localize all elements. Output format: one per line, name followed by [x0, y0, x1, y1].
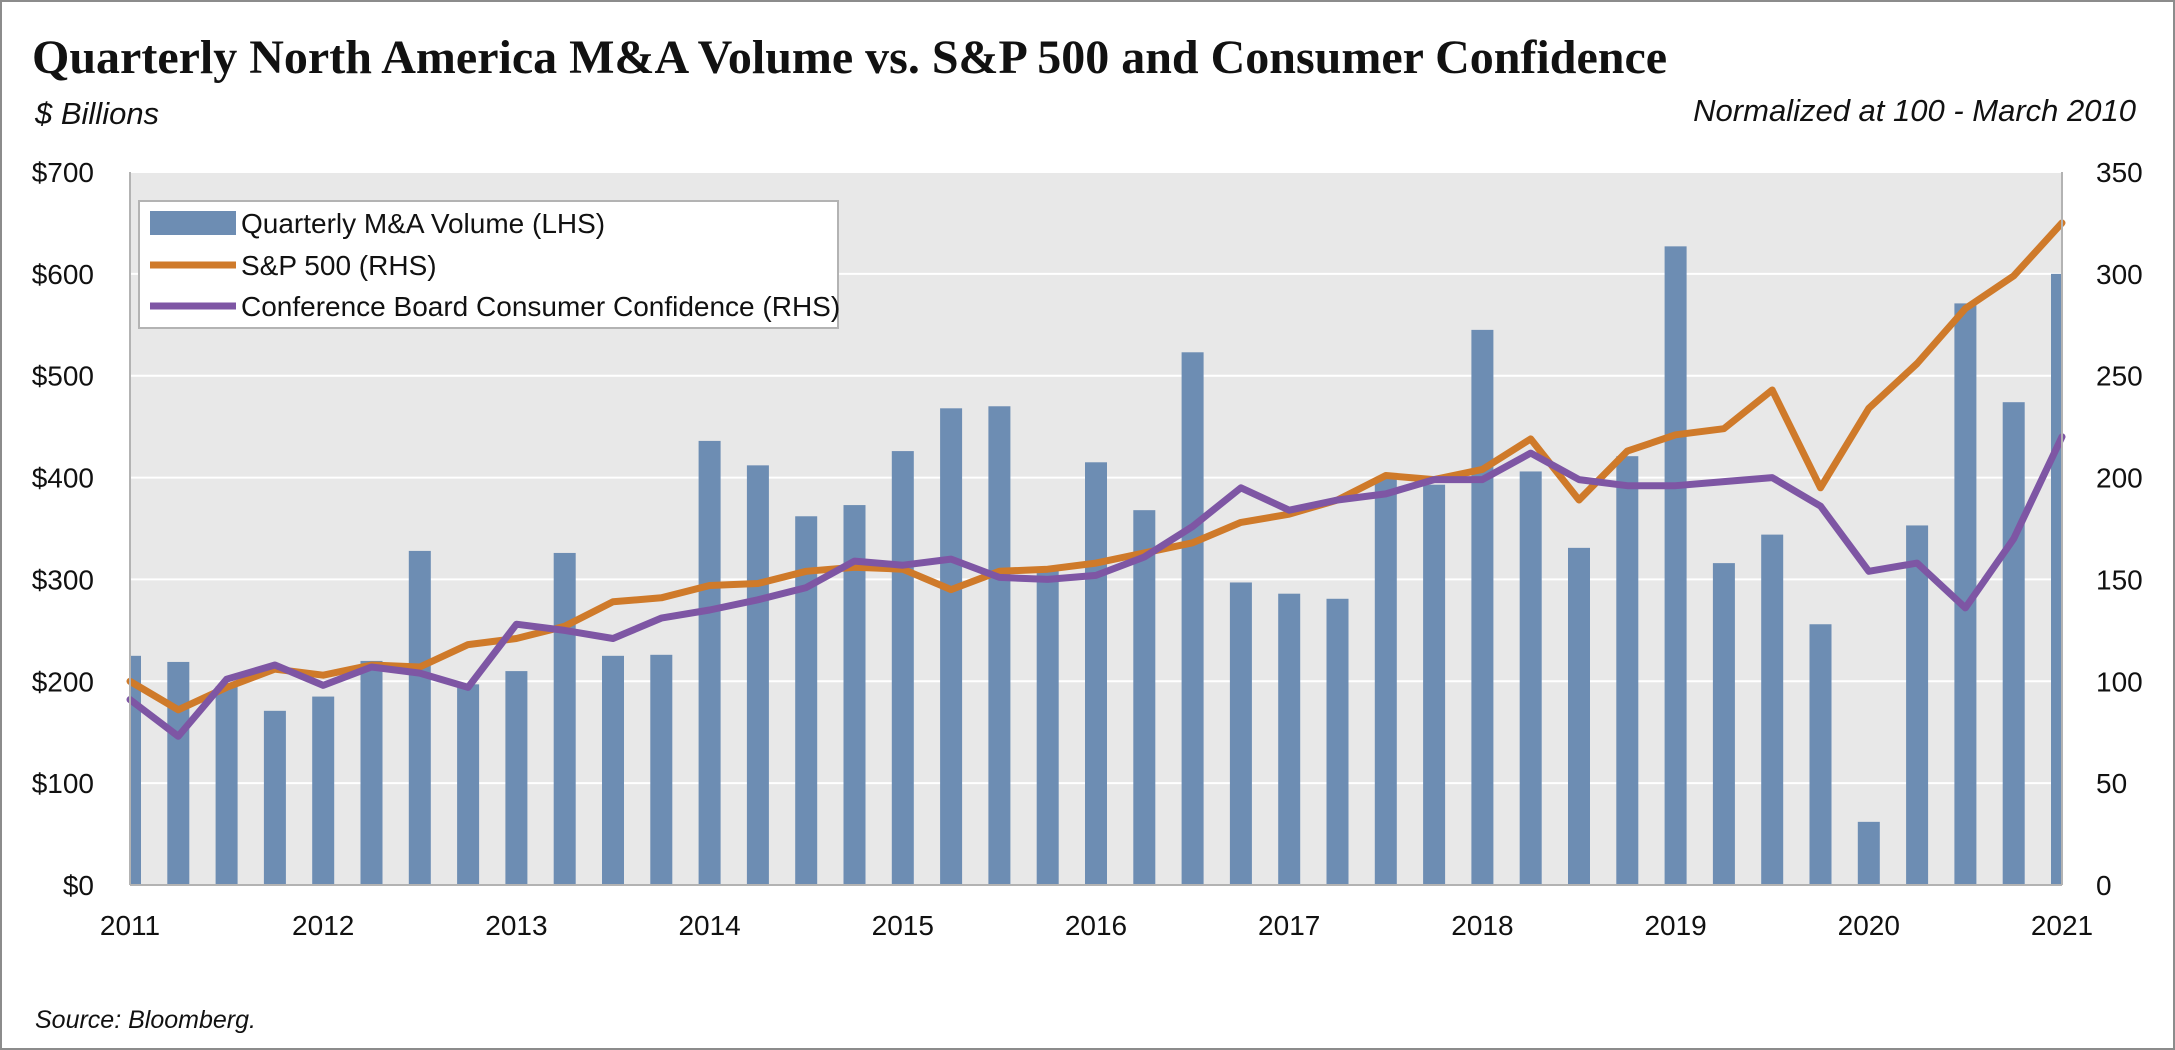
sp500-line — [126, 219, 2066, 714]
bar — [1664, 246, 1687, 885]
x-axis-tick-label: 2011 — [100, 910, 160, 941]
bar — [408, 550, 431, 885]
bar — [1568, 547, 1590, 885]
right-axis-unit-label: Normalized at 100 - March 2010 — [1693, 93, 2136, 128]
bar — [891, 451, 914, 885]
bar — [988, 406, 1011, 885]
right-axis-tick-label: 100 — [2096, 666, 2143, 697]
left-axis-tick-label: $500 — [32, 361, 94, 392]
bar — [263, 710, 286, 885]
right-axis-tick-label: 150 — [2096, 564, 2143, 595]
bar — [312, 696, 335, 885]
source-note: Source: Bloomberg. — [35, 1006, 256, 1034]
bar — [1809, 624, 1832, 885]
bar — [1712, 563, 1735, 885]
bar — [1906, 525, 1929, 885]
legend-box — [138, 200, 839, 329]
consumer-confidence-line — [126, 433, 2066, 740]
bar — [1181, 352, 1204, 886]
bar — [1374, 477, 1397, 885]
x-axis-tick-label: 2013 — [485, 910, 547, 941]
right-axis-tick-label: 0 — [2096, 870, 2112, 901]
bar — [795, 516, 818, 885]
bar — [940, 408, 963, 885]
bar — [505, 671, 528, 885]
bar — [1519, 471, 1542, 885]
bar — [553, 552, 576, 885]
right-axis-tick-label: 350 — [2096, 157, 2143, 188]
bar — [843, 505, 866, 885]
right-axis-tick-label: 50 — [2096, 768, 2127, 799]
legend-swatch-bar — [150, 211, 236, 235]
left-axis-unit-label: $ Billions — [35, 96, 160, 131]
left-axis-tick-label: $600 — [32, 259, 94, 290]
left-axis-tick-label: $200 — [32, 666, 94, 697]
right-axis-tick-label: 250 — [2096, 361, 2143, 392]
chart-title: Quarterly North America M&A Volume vs. S… — [32, 31, 1668, 84]
legend-label: S&P 500 (RHS) — [241, 250, 437, 281]
bar — [130, 655, 141, 885]
bar — [1857, 821, 1880, 885]
x-axis-tick-label: 2019 — [1644, 910, 1706, 941]
bar — [2051, 273, 2062, 885]
legend-label: Quarterly M&A Volume (LHS) — [241, 208, 605, 239]
bar — [1616, 456, 1639, 885]
bar — [1326, 598, 1349, 885]
bar — [360, 660, 383, 885]
x-axis-tick-label: 2015 — [872, 910, 934, 941]
bar — [457, 684, 480, 885]
x-axis-tick-label: 2018 — [1451, 910, 1513, 941]
bar — [215, 686, 238, 885]
right-axis-tick-label: 200 — [2096, 463, 2143, 494]
left-axis-tick-label: $400 — [32, 463, 94, 494]
left-axis-tick-label: $300 — [32, 564, 94, 595]
bar — [1423, 484, 1446, 885]
bar — [1133, 510, 1156, 885]
left-axis-tick-label: $0 — [63, 870, 94, 901]
bar — [1471, 329, 1494, 886]
right-axis-tick-label: 300 — [2096, 259, 2143, 290]
x-axis-tick-label: 2016 — [1065, 910, 1127, 941]
bar — [1229, 582, 1252, 885]
x-axis-tick-label: 2020 — [1838, 910, 1900, 941]
x-axis-tick-label: 2021 — [2031, 910, 2093, 941]
x-axis-tick-label: 2017 — [1258, 910, 1320, 941]
legend-label: Conference Board Consumer Confidence (RH… — [241, 291, 840, 322]
bar — [650, 654, 673, 885]
bar — [602, 655, 624, 885]
bar — [698, 440, 721, 885]
left-axis-tick-label: $700 — [32, 157, 94, 188]
bar — [1085, 462, 1107, 885]
x-axis-tick-label: 2012 — [292, 910, 354, 941]
x-axis-tick-label: 2014 — [678, 910, 740, 941]
bar — [1954, 303, 1977, 885]
bar — [2002, 402, 2025, 885]
left-axis-tick-label: $100 — [32, 768, 94, 799]
bar — [1761, 534, 1784, 885]
bar — [1036, 567, 1059, 885]
bar — [167, 661, 190, 885]
bar — [746, 465, 769, 885]
bar — [1278, 593, 1301, 885]
